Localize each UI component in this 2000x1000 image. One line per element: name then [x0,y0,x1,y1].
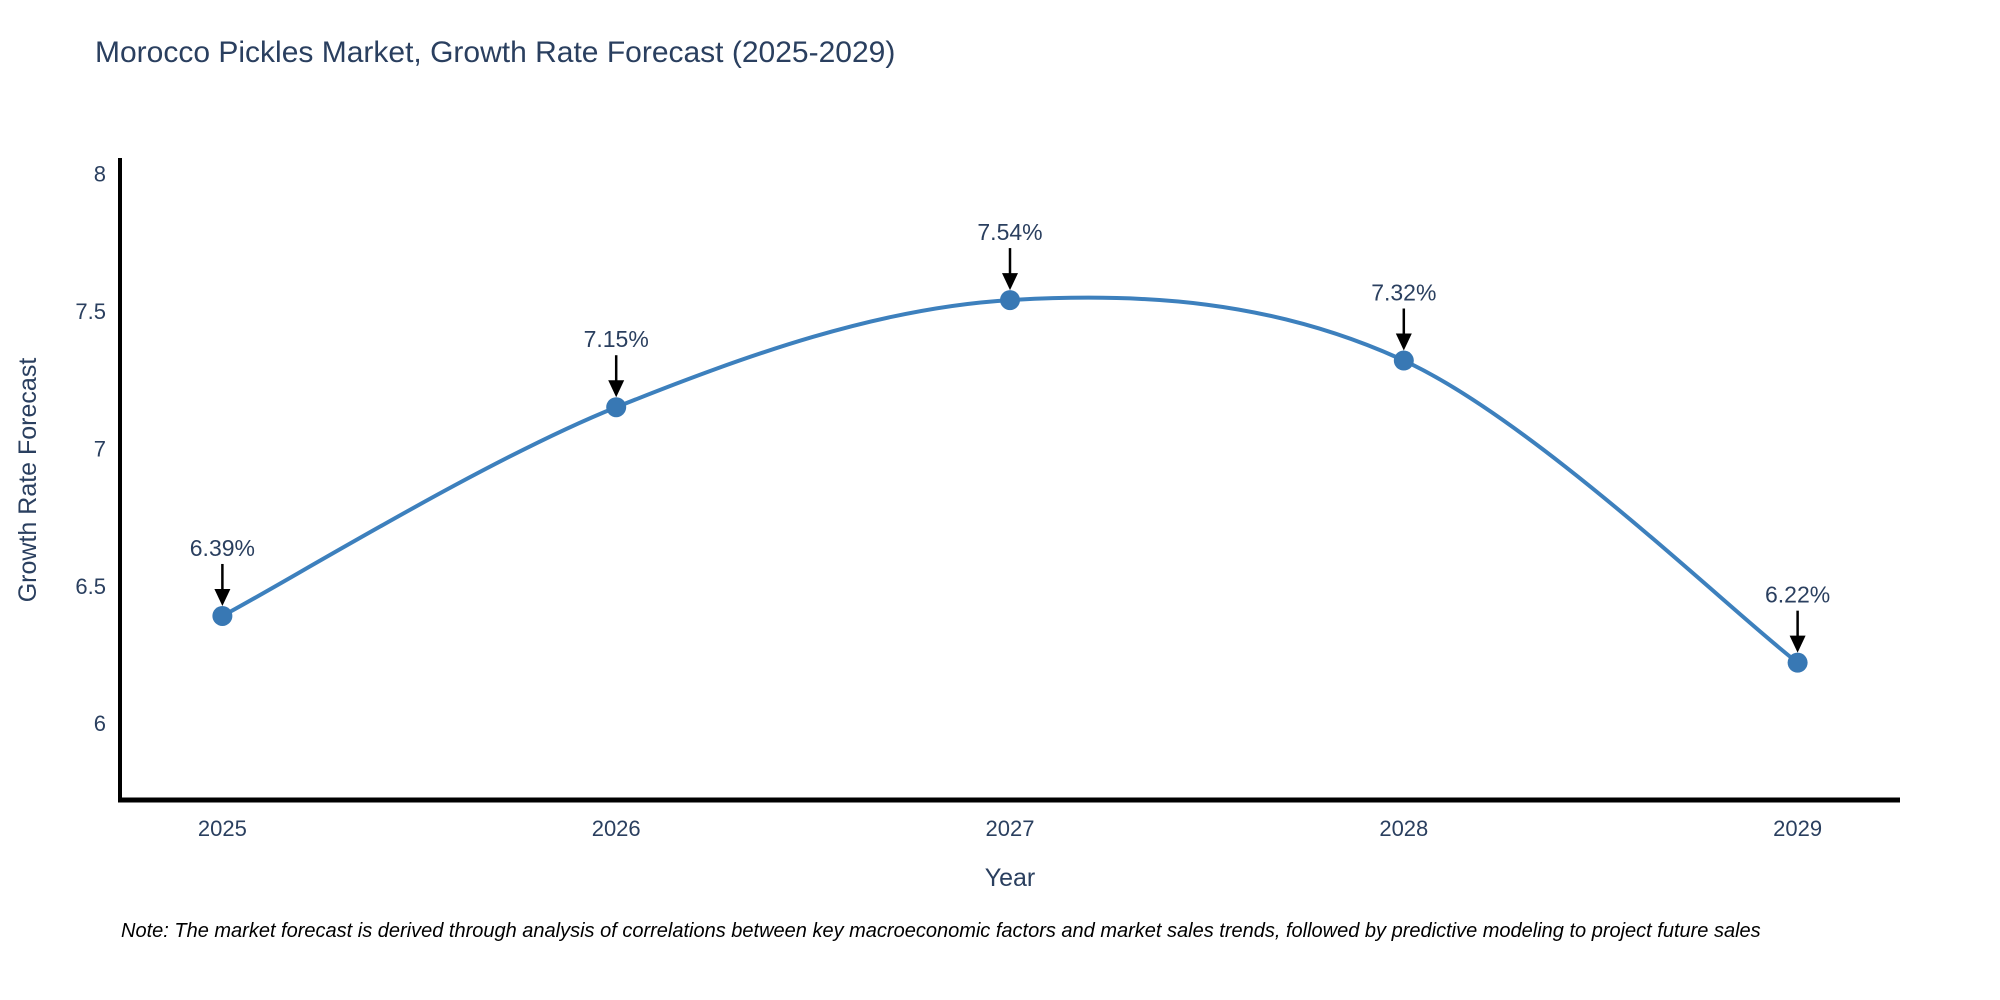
x-tick-label: 2026 [592,816,641,841]
y-axis-title: Growth Rate Forecast [14,358,42,603]
y-tick-label: 8 [94,162,106,187]
annotation-arrowhead [1395,333,1412,351]
annotation-arrowhead [1789,635,1806,653]
point-label: 6.22% [1765,582,1830,608]
point-label: 6.39% [190,535,255,561]
x-axis-title: Year [985,864,1036,892]
chart-note: Note: The market forecast is derived thr… [121,920,1761,942]
annotation-arrowhead [1002,273,1018,291]
point-label: 7.32% [1371,280,1436,306]
y-tick-label: 7 [94,436,106,461]
data-point[interactable] [1000,290,1020,311]
data-point[interactable] [1393,350,1414,371]
trend-line [221,295,1799,665]
x-tick-label: 2029 [1773,816,1822,841]
y-tick-label: 6.5 [75,574,106,599]
data-point[interactable] [212,605,233,626]
annotation-arrowhead [608,380,625,398]
point-label: 7.54% [977,219,1042,245]
y-tick-label: 7.5 [75,299,106,324]
x-tick-label: 2027 [986,816,1035,841]
data-point[interactable] [606,397,627,418]
x-tick-label: 2028 [1379,816,1428,841]
annotation-arrowhead [214,588,231,606]
x-tick-label: 2025 [198,816,247,841]
data-point[interactable] [1787,652,1808,673]
chart-title: Morocco Pickles Market, Growth Rate Fore… [95,36,896,69]
point-label: 7.15% [584,326,649,352]
y-tick-label: 6 [94,711,106,736]
